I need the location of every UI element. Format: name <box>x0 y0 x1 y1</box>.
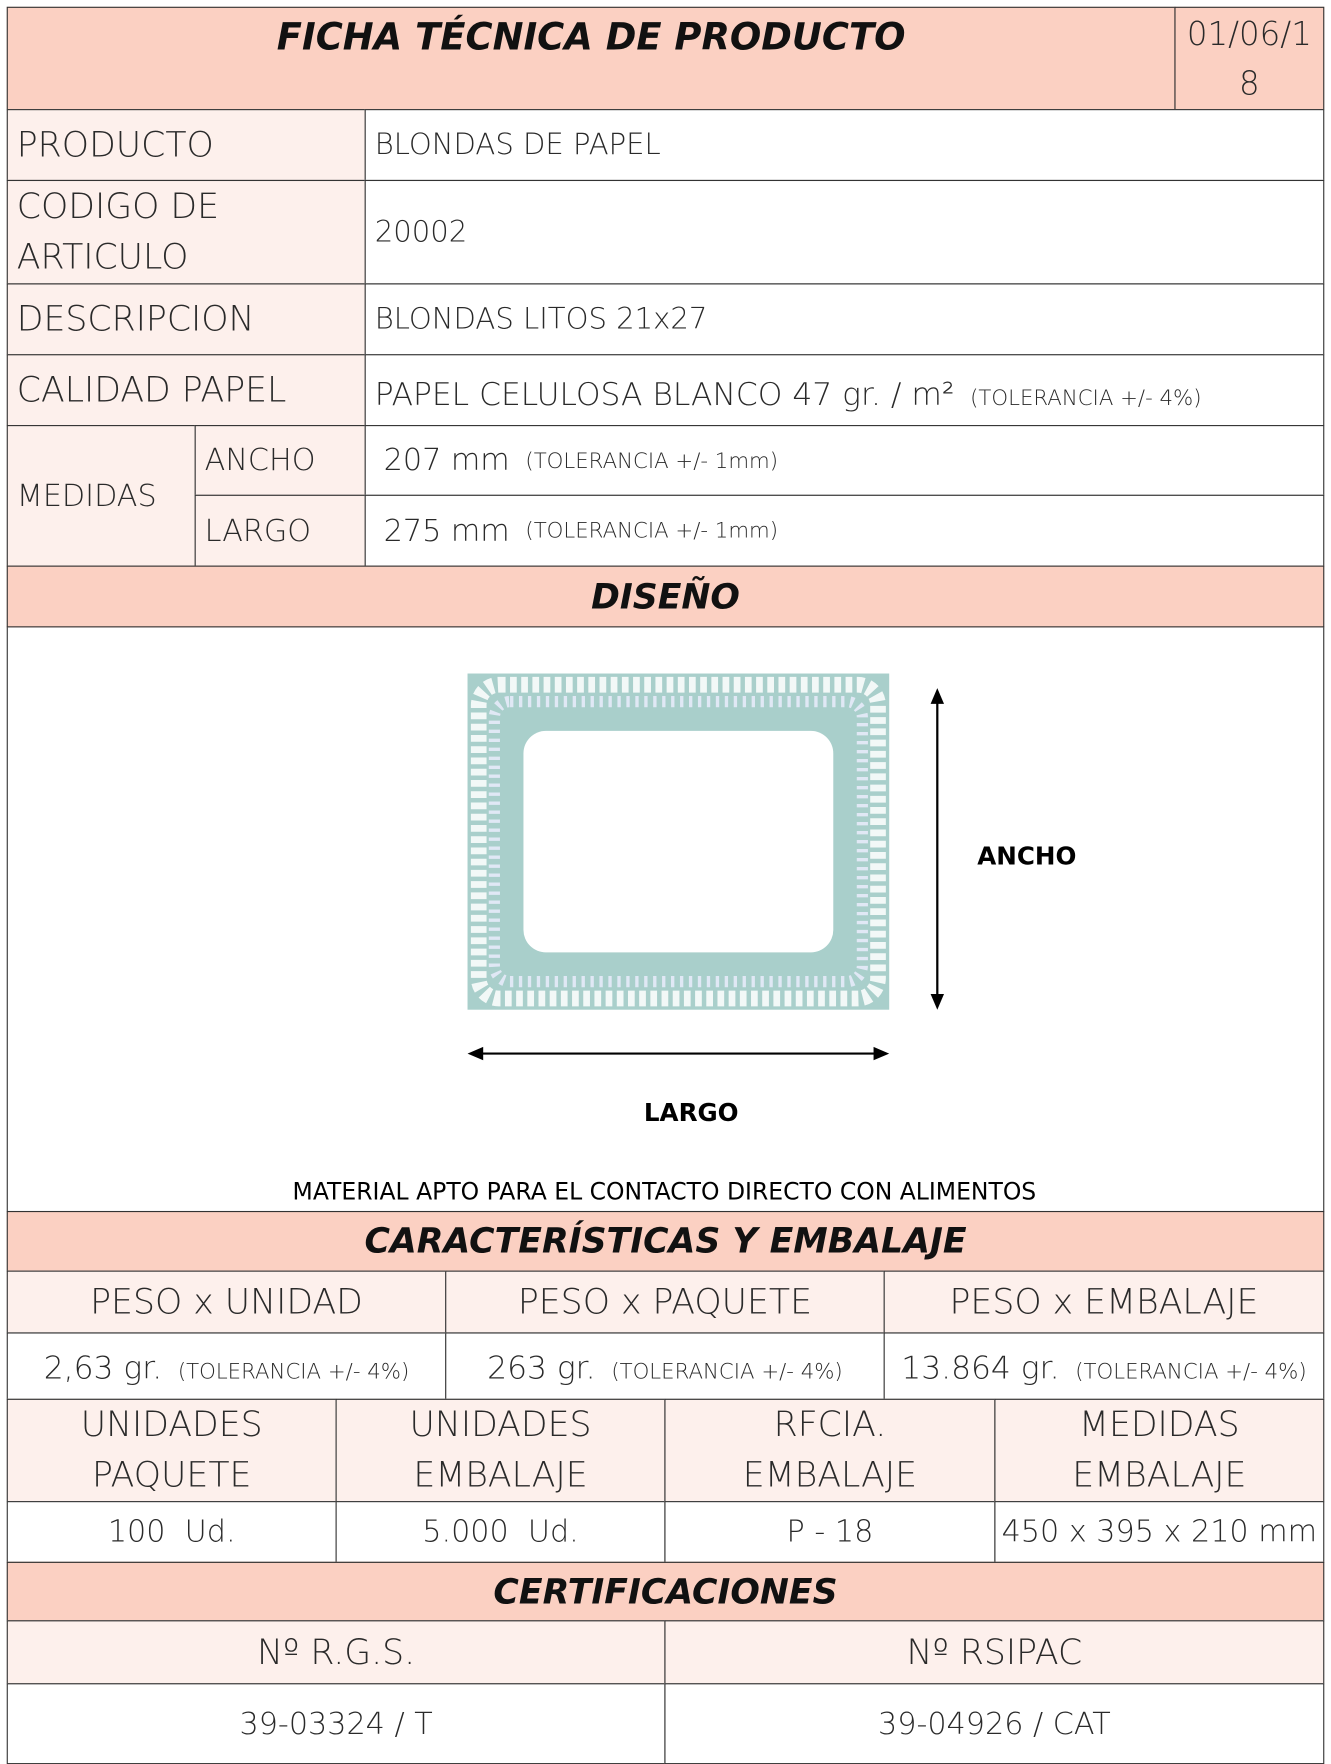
weight-note: (TOLERANCIA +/- 4%) <box>177 1359 410 1385</box>
row-value: BLONDAS LITOS 21x27 <box>374 302 708 337</box>
col-header: UNIDADES EMBALAJE <box>409 1404 592 1496</box>
value-cell: 100 Ud. <box>6 1501 337 1563</box>
value-cell: 39-04926 / CAT <box>664 1683 1325 1764</box>
date-cell: 01/06/18 <box>1174 6 1325 111</box>
weight-value: 2,63 gr. <box>43 1349 163 1387</box>
value-cell: 275 mm (TOLERANCIA +/- 1mm) <box>364 494 1325 567</box>
weight-value: 13.864 gr. <box>901 1349 1060 1387</box>
row-value: 20002 <box>374 215 468 250</box>
header-cell: PESO x EMBALAJE <box>883 1270 1325 1334</box>
header-cell: MEDIDAS EMBALAJE <box>994 1398 1325 1503</box>
largo-label: LARGO <box>644 1098 739 1127</box>
design-note: MATERIAL APTO PARA EL CONTACTO DIRECTO C… <box>293 1178 1037 1206</box>
header-cell: PESO x PAQUETE <box>445 1270 885 1334</box>
row-label: CALIDAD PAPEL <box>16 369 287 410</box>
row-label: LARGO <box>204 513 312 549</box>
value-cell: 263 gr. (TOLERANCIA +/- 4%) <box>445 1332 885 1400</box>
section-header: CARACTERÍSTICAS Y EMBALAJE <box>6 1210 1325 1272</box>
row-value: BLONDAS DE PAPEL <box>374 128 661 162</box>
label-cell: CALIDAD PAPEL <box>6 354 366 427</box>
pack-value: 5.000 Ud. <box>422 1514 579 1550</box>
weight-note: (TOLERANCIA +/- 4%) <box>611 1359 843 1385</box>
section-title: CERTIFICACIONES <box>493 1571 838 1612</box>
cert-value: 39-03324 / T <box>239 1706 433 1742</box>
arrow-head <box>873 1046 890 1061</box>
section-title: CARACTERÍSTICAS Y EMBALAJE <box>364 1221 967 1262</box>
row-note: (TOLERANCIA +/- 1mm) <box>525 518 779 544</box>
cert-value: 39-04926 / CAT <box>878 1706 1111 1742</box>
row-label: ANCHO <box>204 443 316 478</box>
col-header: Nº RSIPAC <box>906 1632 1083 1673</box>
lace-border <box>488 696 868 988</box>
row-note: (TOLERANCIA +/- 4%) <box>970 385 1202 411</box>
value-cell: 207 mm (TOLERANCIA +/- 1mm) <box>364 425 1325 496</box>
label-cell: MEDIDAS <box>6 425 196 567</box>
row-label: PRODUCTO <box>16 124 214 165</box>
lace-center <box>523 730 834 953</box>
row-value: PAPEL CELULOSA BLANCO 47 gr. / m² <box>374 375 955 413</box>
pack-value: 450 x 395 x 210 mm <box>1001 1514 1318 1550</box>
value-cell: 450 x 395 x 210 mm <box>994 1501 1325 1563</box>
section-header: DISEÑO <box>6 565 1325 628</box>
title-cell: FICHA TÉCNICA DE PRODUCTO <box>6 6 1176 111</box>
row-value: 275 mm <box>383 513 510 549</box>
label-cell: CODIGO DE ARTICULO <box>6 179 366 285</box>
value-cell: 2,63 gr. (TOLERANCIA +/- 4%) <box>6 1332 447 1400</box>
row-label: DESCRIPCION <box>16 298 255 340</box>
row-label: MEDIDAS <box>16 478 157 514</box>
value-cell: P - 18 <box>664 1501 996 1563</box>
col-header: UNIDADES PAQUETE <box>80 1404 263 1496</box>
col-header: PESO x PAQUETE <box>517 1281 813 1323</box>
row-label: CODIGO DE ARTICULO <box>16 186 219 278</box>
weight-value: 263 gr. <box>487 1349 596 1387</box>
value-cell: 5.000 Ud. <box>335 1501 666 1563</box>
label-cell: DESCRIPCION <box>6 283 366 356</box>
value-cell: BLONDAS DE PAPEL <box>364 109 1325 182</box>
row-note: (TOLERANCIA +/- 1mm) <box>525 448 779 473</box>
header-cell: Nº R.G.S. <box>6 1620 666 1685</box>
col-header: Nº R.G.S. <box>257 1632 416 1673</box>
col-header: RFCIA. EMBALAJE <box>742 1404 918 1496</box>
title: FICHA TÉCNICA DE PRODUCTO <box>276 14 906 59</box>
arrow-head <box>930 688 945 704</box>
label-cell: LARGO <box>194 494 366 567</box>
section-title: DISEÑO <box>591 576 740 617</box>
label-cell: PRODUCTO <box>6 109 366 182</box>
col-header: PESO x EMBALAJE <box>949 1281 1259 1323</box>
value-cell: PAPEL CELULOSA BLANCO 47 gr. / m² (TOLERA… <box>364 354 1325 427</box>
pack-value: 100 Ud. <box>107 1514 236 1550</box>
section-header: CERTIFICACIONES <box>6 1561 1325 1622</box>
col-header: MEDIDAS EMBALAJE <box>1072 1404 1247 1496</box>
arrow-head <box>930 993 945 1010</box>
weight-note: (TOLERANCIA +/- 4%) <box>1075 1359 1307 1385</box>
value-cell: 39-03324 / T <box>6 1683 666 1764</box>
header-cell: UNIDADES EMBALAJE <box>335 1398 666 1503</box>
header-cell: Nº RSIPAC <box>664 1620 1325 1685</box>
value-cell: 13.864 gr. (TOLERANCIA +/- 4%) <box>883 1332 1325 1400</box>
row-value: 207 mm <box>383 443 510 478</box>
pack-value: P - 18 <box>786 1514 874 1550</box>
ancho-label: ANCHO <box>977 842 1076 871</box>
date: 01/06/18 <box>1186 14 1312 103</box>
value-cell: 20002 <box>364 179 1325 285</box>
header-cell: UNIDADES PAQUETE <box>6 1398 337 1503</box>
header-cell: RFCIA. EMBALAJE <box>664 1398 996 1503</box>
col-header: PESO x UNIDAD <box>90 1281 363 1323</box>
label-cell: ANCHO <box>194 425 366 496</box>
lace-border <box>470 676 886 1007</box>
value-cell: BLONDAS LITOS 21x27 <box>364 283 1325 356</box>
arrow-head <box>467 1046 484 1061</box>
header-cell: PESO x UNIDAD <box>6 1270 447 1334</box>
